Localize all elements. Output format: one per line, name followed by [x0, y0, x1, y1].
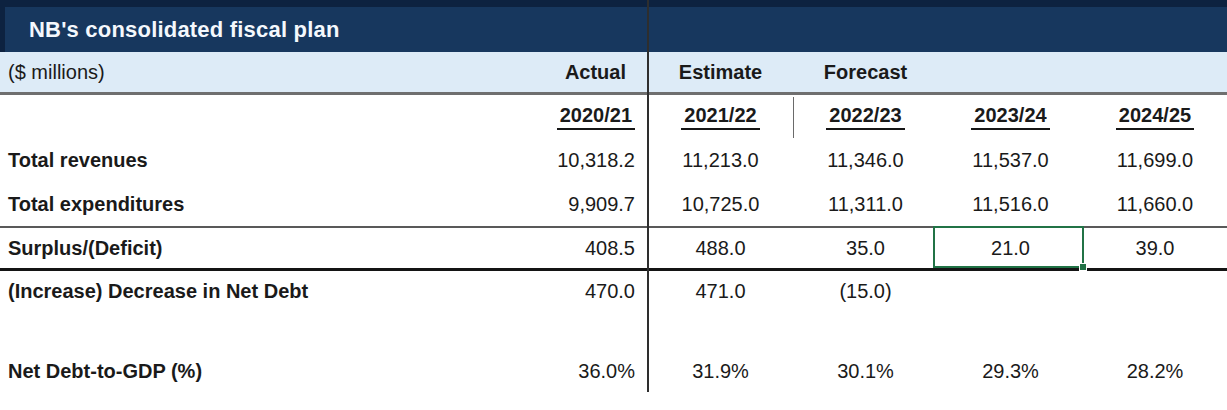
forecast-column-header[interactable]: Forecast [793, 61, 938, 84]
row-label[interactable]: Net Debt-to-GDP (%) [0, 360, 460, 383]
value-cell[interactable]: 31.9% [648, 360, 793, 383]
value-cell[interactable]: 10,725.0 [648, 193, 793, 216]
actual-column-header[interactable]: Actual [460, 61, 648, 84]
year-header-row: 2020/21 2021/22 2022/23 2023/24 2024/25 [0, 95, 1227, 138]
value-cell[interactable]: 11,346.0 [793, 149, 938, 172]
year-header-2021-22[interactable]: 2021/22 [648, 104, 793, 130]
row-label[interactable]: Surplus/(Deficit) [0, 237, 460, 260]
table-title-bar: NB's consolidated fiscal plan [0, 0, 1227, 52]
selected-value-cell[interactable]: 21.0 [938, 237, 1083, 260]
value-cell[interactable]: 11,537.0 [938, 149, 1083, 172]
value-cell[interactable]: 408.5 [460, 237, 648, 260]
table-row-net-debt-change: (Increase) Decrease in Net Debt 470.0 47… [0, 268, 1227, 312]
year-header-2023-24[interactable]: 2023/24 [938, 104, 1083, 130]
units-label-cell[interactable]: ($ millions) [0, 61, 460, 84]
row-label[interactable]: Total revenues [0, 149, 460, 172]
fill-handle[interactable] [1079, 263, 1087, 271]
value-cell[interactable]: 11,699.0 [1083, 149, 1227, 172]
value-cell[interactable]: 28.2% [1083, 360, 1227, 383]
value-cell[interactable]: 10,318.2 [460, 149, 648, 172]
actual-estimate-divider-line [647, 0, 649, 392]
value-cell[interactable]: 35.0 [793, 237, 938, 260]
year-header-2022-23[interactable]: 2022/23 [793, 104, 938, 130]
estimate-forecast-divider-line [793, 97, 794, 138]
value-cell[interactable]: 470.0 [460, 280, 648, 303]
table-row-surplus-deficit: Surplus/(Deficit) 408.5 488.0 35.0 21.0 … [0, 226, 1227, 268]
value-cell[interactable]: 30.1% [793, 360, 938, 383]
column-group-header-row: ($ millions) Actual Estimate Forecast [0, 52, 1227, 95]
table-row-total-revenues: Total revenues 10,318.2 11,213.0 11,346.… [0, 138, 1227, 182]
value-cell[interactable]: 471.0 [648, 280, 793, 303]
row-label[interactable]: (Increase) Decrease in Net Debt [0, 280, 460, 303]
value-cell[interactable]: 11,213.0 [648, 149, 793, 172]
table-title: NB's consolidated fiscal plan [5, 17, 340, 43]
value-cell[interactable]: 39.0 [1083, 237, 1227, 260]
empty-row [0, 312, 1227, 350]
table-row-total-expenditures: Total expenditures 9,909.7 10,725.0 11,3… [0, 182, 1227, 226]
value-cell[interactable]: 9,909.7 [460, 193, 648, 216]
year-header-2020-21[interactable]: 2020/21 [460, 104, 648, 130]
value-cell[interactable]: (15.0) [793, 280, 938, 303]
table-row-net-debt-to-gdp: Net Debt-to-GDP (%) 36.0% 31.9% 30.1% 29… [0, 350, 1227, 392]
value-cell[interactable]: 29.3% [938, 360, 1083, 383]
value-cell[interactable]: 11,516.0 [938, 193, 1083, 216]
spreadsheet-view: NB's consolidated fiscal plan ($ million… [0, 0, 1227, 410]
value-cell[interactable]: 488.0 [648, 237, 793, 260]
estimate-column-header[interactable]: Estimate [648, 61, 793, 84]
row-label[interactable]: Total expenditures [0, 193, 460, 216]
value-cell[interactable]: 11,660.0 [1083, 193, 1227, 216]
value-cell[interactable]: 36.0% [460, 360, 648, 383]
year-header-2024-25[interactable]: 2024/25 [1083, 104, 1227, 130]
value-cell[interactable]: 11,311.0 [793, 193, 938, 216]
